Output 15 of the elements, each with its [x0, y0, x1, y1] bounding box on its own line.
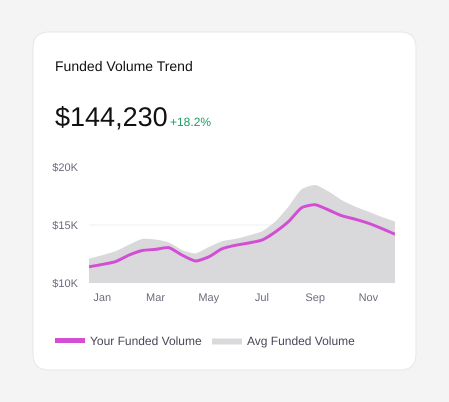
- legend-label: Your Funded Volume: [90, 334, 202, 348]
- y-tick-label: $20K: [52, 162, 79, 174]
- x-tick-label: Nov: [358, 292, 379, 304]
- x-tick-label: Mar: [146, 292, 166, 304]
- text: $144,230: [55, 102, 168, 132]
- legend-label: Avg Funded Volume: [246, 334, 356, 348]
- y-tick-label: $15K: [52, 220, 79, 232]
- line-series: [89, 203, 395, 268]
- x-tick-label: Jul: [254, 292, 269, 304]
- x-tick-label: May: [198, 292, 220, 304]
- x-tick-label: Sep: [305, 292, 325, 304]
- x-tick-label: Jan: [93, 292, 112, 304]
- chart-title: Funded Volume Trend: [55, 58, 193, 74]
- y-tick-label: $10K: [52, 278, 79, 290]
- text: +18.2%: [170, 115, 212, 129]
